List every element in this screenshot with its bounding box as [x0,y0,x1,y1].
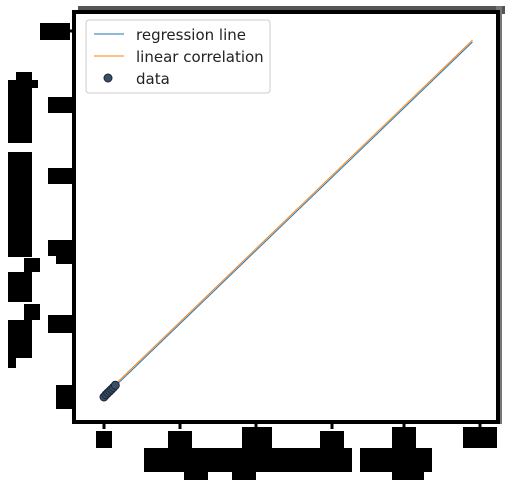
legend-box [85,19,271,94]
y-ticks [68,29,76,399]
series-layer [99,39,473,402]
plot-area [72,10,500,424]
x-tick-labels-redacted [96,427,497,448]
series-line-regression-line [111,41,473,391]
x-axis-label-redacted [144,448,432,480]
data-point [110,380,120,390]
series-line-linear-correlation [111,39,473,389]
legend-label-data: data [136,70,170,88]
legend-label-linear-correlation: linear correlation [136,48,264,66]
x-ticks [102,420,482,429]
y-axis-label-redacted [8,72,40,368]
y-tick-labels-redacted [40,23,72,409]
legend-swatch-data [103,73,113,83]
legend: regression line linear correlation data [85,19,271,94]
legend-label-regression-line: regression line [136,26,246,44]
